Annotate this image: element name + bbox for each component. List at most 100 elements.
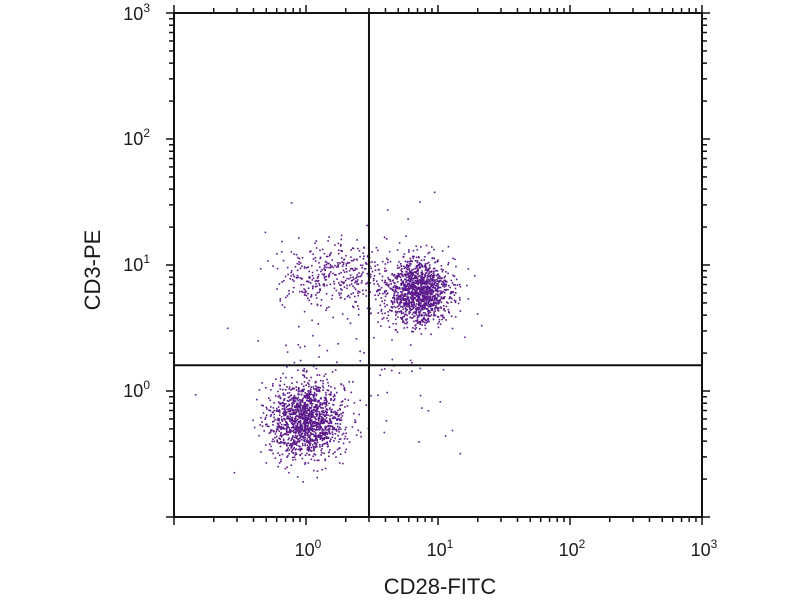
event-dot [291,413,293,416]
event-dot [420,300,423,303]
event-dot [409,270,411,273]
event-dot [428,309,430,312]
event-dot [450,279,453,282]
event-dot [353,402,356,404]
event-dot [419,290,421,293]
event-dot [307,393,310,396]
event-dot [328,422,331,424]
event-dot [415,311,418,313]
event-dot [287,273,289,276]
event-dot [276,409,278,412]
event-dot [334,264,336,267]
event-dot [324,260,327,263]
event-dot [321,452,323,454]
event-dot [422,297,425,299]
event-dot [424,283,426,286]
event-dot [294,409,296,411]
event-dot [329,266,332,269]
event-dot [413,282,416,284]
event-dot [320,437,323,440]
event-dot [300,423,302,426]
event-dot [384,281,386,283]
event-dot [319,405,321,408]
event-dot [408,282,411,285]
event-dot [357,294,359,297]
event-dot [415,313,418,316]
event-dot [342,442,345,445]
event-dot [326,307,328,309]
event-dot [385,283,387,286]
event-dot [341,257,343,259]
event-dot [291,445,293,447]
event-dot [302,390,305,392]
event-dot [307,400,310,402]
event-dot [354,267,357,270]
event-dot [352,292,355,294]
event-dot [408,279,410,281]
event-dot [395,314,397,316]
event-dot [332,266,335,269]
event-dot [292,411,295,414]
event-dot [410,309,412,311]
event-dot [374,294,376,296]
event-dot [403,321,405,324]
event-dot [423,259,425,261]
event-dot [286,433,289,436]
event-dot [292,448,294,450]
event-dot [406,326,409,329]
event-dot [436,283,439,285]
event-dot [361,266,363,269]
event-dot [358,413,360,416]
event-dot [353,278,355,280]
event-dot [295,411,298,414]
event-dot [290,438,293,441]
event-dot [447,302,449,304]
event-dot [269,399,271,402]
event-dot [280,458,282,461]
event-dot [357,292,359,294]
event-dot [442,290,445,293]
event-dot [429,278,432,281]
event-dot [444,310,446,312]
event-dot [299,277,302,279]
event-dot [432,268,435,270]
event-dot [384,295,387,298]
event-dot [394,277,397,279]
event-dot [309,397,311,400]
event-dot [288,427,291,429]
event-dot [315,394,318,397]
event-dot [307,382,309,384]
event-dot [439,292,442,295]
event-dot [400,305,402,308]
event-dot [304,403,307,406]
event-dot [408,263,411,265]
event-dot [419,309,422,312]
event-dot [326,401,328,403]
x-tick-label: 100 [295,537,322,560]
event-dot [402,256,405,258]
event-dot [384,267,386,270]
event-dot [318,374,321,376]
event-dot [308,276,311,278]
event-dot [425,298,428,301]
event-dot [282,392,285,395]
event-dot [437,260,439,262]
event-dot [390,283,392,285]
event-dot [282,438,285,441]
event-dot [380,368,383,371]
event-dot [445,319,447,321]
event-dot [303,419,306,422]
event-dot [303,440,306,443]
event-dot [340,383,343,386]
event-dot [296,381,298,383]
event-dot [299,412,301,414]
event-dot [400,297,403,300]
event-dot [445,271,447,273]
event-dot [379,288,381,291]
event-dot [334,244,336,246]
event-dot [284,394,286,396]
event-dot [357,308,360,310]
event-dot [293,423,295,425]
event-dot [425,313,427,316]
event-dot [298,257,301,260]
